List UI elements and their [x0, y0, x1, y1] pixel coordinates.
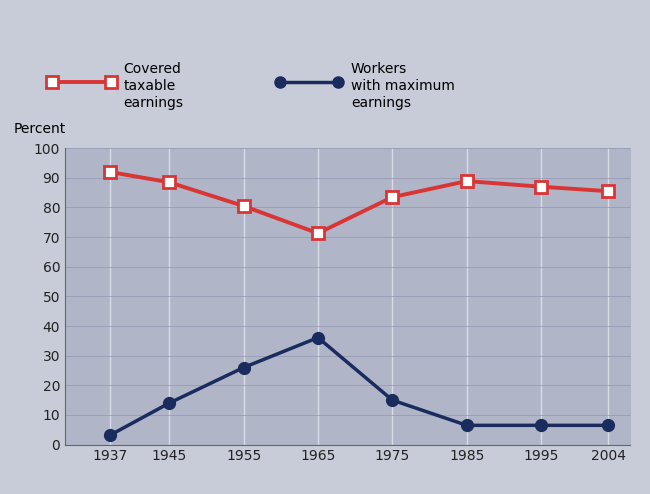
Text: Percent: Percent	[14, 123, 66, 136]
Text: Workers
with maximum
earnings: Workers with maximum earnings	[351, 62, 455, 110]
Text: Covered
taxable
earnings: Covered taxable earnings	[124, 62, 183, 110]
